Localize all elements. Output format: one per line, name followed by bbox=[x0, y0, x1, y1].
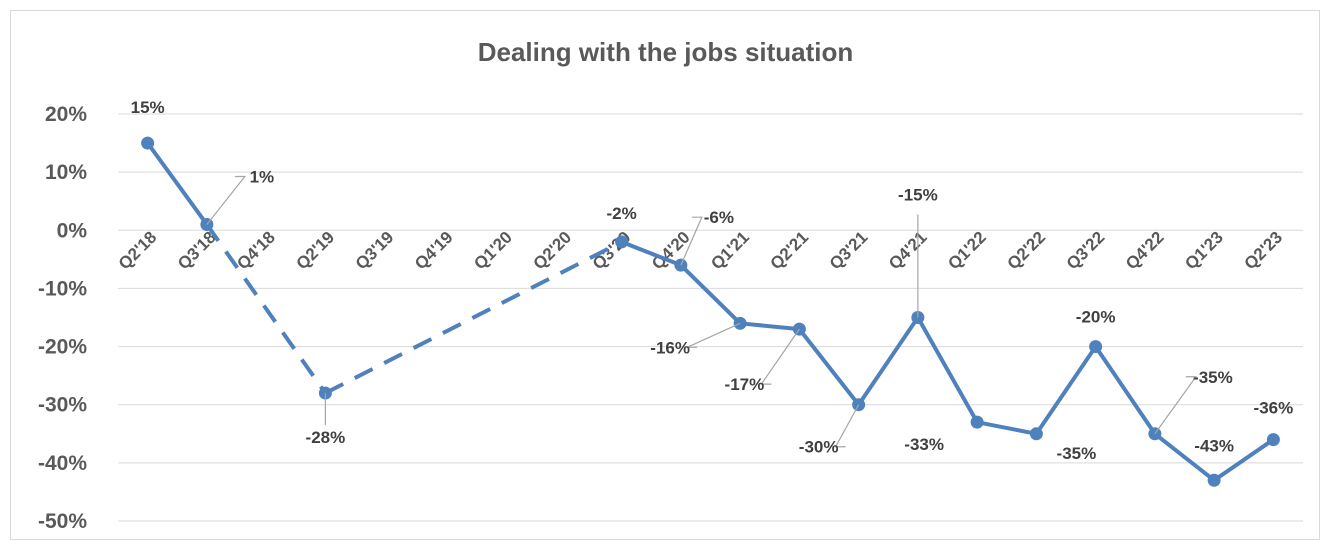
x-tick-label: Q2'23 bbox=[1240, 228, 1286, 274]
y-tick-label: -20% bbox=[38, 336, 87, 359]
data-label: -16% bbox=[650, 338, 690, 357]
data-label: -36% bbox=[1254, 399, 1294, 418]
data-label: -43% bbox=[1194, 436, 1234, 455]
data-label: -2% bbox=[607, 204, 637, 223]
data-label: -28% bbox=[306, 428, 346, 447]
x-tick-label: Q1'20 bbox=[470, 228, 516, 274]
label-leader bbox=[206, 175, 247, 225]
data-label: -30% bbox=[799, 438, 839, 457]
x-tick-label: Q1'23 bbox=[1181, 228, 1227, 274]
y-tick-label: -40% bbox=[38, 452, 87, 475]
data-point bbox=[1266, 433, 1280, 447]
y-tick-label: 0% bbox=[57, 219, 88, 242]
label-leader bbox=[686, 322, 741, 348]
series-line bbox=[856, 315, 920, 407]
data-label: -15% bbox=[898, 186, 938, 205]
data-label: -35% bbox=[1193, 368, 1233, 387]
series-line bbox=[975, 420, 1039, 436]
data-label: 15% bbox=[131, 98, 165, 117]
x-tick-label: Q2'20 bbox=[529, 228, 575, 274]
series-line bbox=[797, 327, 861, 407]
x-tick-label: Q1'22 bbox=[944, 228, 990, 274]
data-label: -20% bbox=[1076, 308, 1116, 327]
series-line bbox=[1152, 431, 1217, 483]
y-tick-label: -50% bbox=[38, 510, 87, 533]
y-tick-label: -10% bbox=[38, 277, 87, 300]
data-point bbox=[970, 415, 984, 429]
y-tick-label: 10% bbox=[45, 161, 87, 184]
data-label: -35% bbox=[1057, 444, 1097, 463]
x-tick-label: Q4'22 bbox=[1122, 228, 1168, 274]
x-tick-label: Q2'18 bbox=[115, 228, 161, 274]
x-tick-label: Q3'20 bbox=[589, 228, 635, 274]
series-line bbox=[1093, 344, 1157, 436]
chart-title: Dealing with the jobs situation bbox=[477, 37, 854, 67]
data-point bbox=[1089, 340, 1103, 354]
x-tick-label: Q2'21 bbox=[766, 228, 812, 274]
series-line bbox=[619, 239, 683, 268]
data-label: 1% bbox=[250, 167, 275, 186]
x-tick-label: Q3'19 bbox=[352, 228, 398, 274]
data-label: -6% bbox=[704, 208, 734, 227]
series-line bbox=[915, 315, 980, 425]
x-tick-label: Q4'21 bbox=[885, 228, 931, 274]
x-tick-label: Q1'21 bbox=[707, 228, 753, 274]
data-label: -33% bbox=[904, 435, 944, 454]
y-tick-label: -30% bbox=[38, 394, 87, 417]
label-leader bbox=[680, 216, 703, 266]
x-tick-label: Q4'18 bbox=[233, 228, 279, 274]
series-line bbox=[145, 141, 209, 227]
x-tick-label: Q2'22 bbox=[1003, 228, 1049, 274]
series-line bbox=[1034, 344, 1098, 436]
data-label: -17% bbox=[725, 375, 765, 394]
chart-frame bbox=[10, 10, 1320, 540]
series-line bbox=[324, 240, 623, 395]
label-leader bbox=[760, 328, 800, 385]
x-tick-label: Q3'21 bbox=[826, 228, 872, 274]
x-tick-label: Q2'19 bbox=[292, 228, 338, 274]
label-leader bbox=[1154, 376, 1198, 435]
data-point bbox=[615, 235, 629, 249]
data-point bbox=[1207, 473, 1221, 487]
x-tick-label: Q4'19 bbox=[411, 228, 457, 274]
series-line bbox=[205, 223, 328, 395]
x-tick-label: Q3'22 bbox=[1063, 228, 1109, 274]
y-tick-label: 20% bbox=[45, 103, 87, 126]
data-point bbox=[141, 136, 155, 150]
series-line bbox=[738, 321, 802, 332]
series-line bbox=[678, 263, 743, 326]
series-line bbox=[1212, 437, 1276, 483]
data-point bbox=[1029, 427, 1043, 441]
label-leader bbox=[834, 404, 860, 448]
